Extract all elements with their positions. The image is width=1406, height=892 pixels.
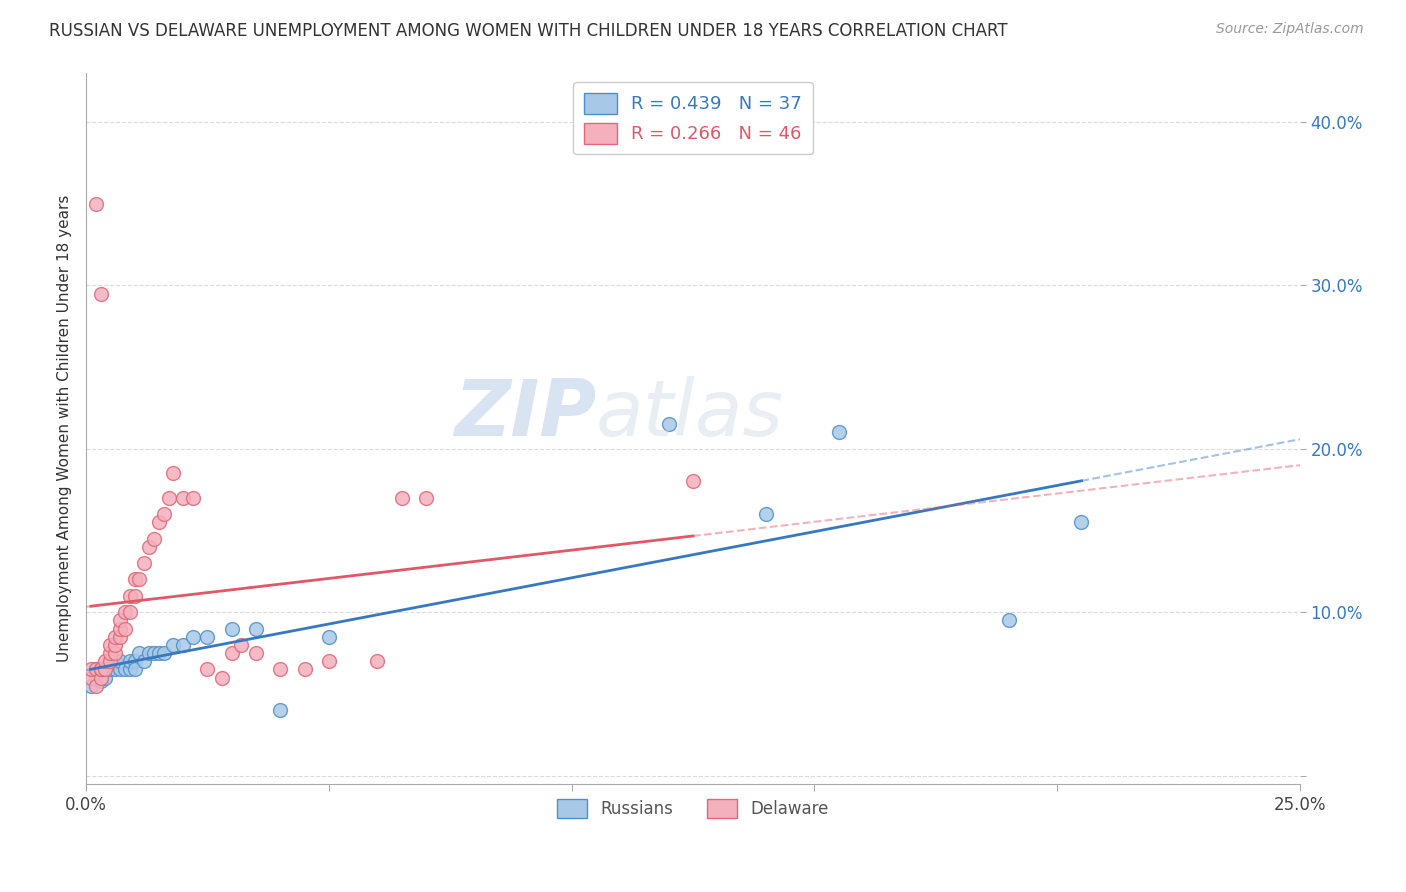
Point: [318, 630, 340, 644]
Point: [269, 662, 291, 676]
Point: [162, 638, 184, 652]
Point: [157, 491, 180, 505]
Point: [318, 654, 340, 668]
Point: [211, 671, 233, 685]
Point: [84, 671, 107, 685]
Point: [221, 622, 243, 636]
Point: [80, 671, 103, 685]
Point: [90, 662, 112, 676]
Point: [124, 662, 146, 676]
Point: [148, 516, 170, 530]
Point: [124, 573, 146, 587]
Point: [108, 613, 131, 627]
Point: [98, 654, 121, 668]
Point: [658, 417, 681, 432]
Point: [90, 673, 112, 688]
Point: [997, 613, 1019, 627]
Point: [197, 662, 219, 676]
Point: [118, 589, 141, 603]
Point: [98, 638, 121, 652]
Point: [90, 286, 112, 301]
Point: [80, 662, 103, 676]
Point: [152, 507, 174, 521]
Legend: Russians, Delaware: Russians, Delaware: [551, 793, 835, 825]
Point: [755, 507, 778, 521]
Point: [94, 671, 117, 685]
Point: [828, 425, 851, 440]
Point: [162, 467, 184, 481]
Point: [181, 491, 204, 505]
Text: atlas: atlas: [596, 376, 783, 452]
Point: [90, 671, 112, 685]
Point: [118, 654, 141, 668]
Text: ZIP: ZIP: [454, 376, 596, 452]
Point: [98, 662, 121, 676]
Point: [90, 662, 112, 676]
Point: [108, 622, 131, 636]
Point: [80, 679, 103, 693]
Point: [221, 646, 243, 660]
Point: [84, 196, 107, 211]
Point: [294, 662, 316, 676]
Text: Source: ZipAtlas.com: Source: ZipAtlas.com: [1216, 22, 1364, 37]
Point: [124, 654, 146, 668]
Point: [90, 662, 112, 676]
Point: [98, 646, 121, 660]
Point: [108, 662, 131, 676]
Y-axis label: Unemployment Among Women with Children Under 18 years: Unemployment Among Women with Children U…: [58, 194, 72, 662]
Point: [124, 589, 146, 603]
Point: [114, 662, 136, 676]
Point: [172, 491, 194, 505]
Point: [84, 679, 107, 693]
Point: [138, 646, 160, 660]
Point: [114, 622, 136, 636]
Point: [94, 654, 117, 668]
Point: [172, 638, 194, 652]
Point: [94, 662, 117, 676]
Point: [152, 646, 174, 660]
Text: RUSSIAN VS DELAWARE UNEMPLOYMENT AMONG WOMEN WITH CHILDREN UNDER 18 YEARS CORREL: RUSSIAN VS DELAWARE UNEMPLOYMENT AMONG W…: [49, 22, 1008, 40]
Point: [128, 573, 150, 587]
Point: [231, 638, 253, 652]
Point: [143, 646, 166, 660]
Point: [114, 605, 136, 619]
Point: [128, 646, 150, 660]
Point: [104, 646, 127, 660]
Point: [245, 622, 267, 636]
Point: [118, 662, 141, 676]
Point: [181, 630, 204, 644]
Point: [84, 662, 107, 676]
Point: [118, 605, 141, 619]
Point: [143, 532, 166, 546]
Point: [104, 662, 127, 676]
Point: [415, 491, 437, 505]
Point: [366, 654, 388, 668]
Point: [138, 540, 160, 554]
Point: [134, 654, 156, 668]
Point: [1070, 516, 1092, 530]
Point: [108, 630, 131, 644]
Point: [108, 654, 131, 668]
Point: [391, 491, 413, 505]
Point: [134, 556, 156, 570]
Point: [94, 662, 117, 676]
Point: [98, 654, 121, 668]
Point: [104, 638, 127, 652]
Point: [245, 646, 267, 660]
Point: [84, 662, 107, 676]
Point: [197, 630, 219, 644]
Point: [104, 654, 127, 668]
Point: [104, 630, 127, 644]
Point: [269, 703, 291, 717]
Point: [148, 646, 170, 660]
Point: [682, 475, 704, 489]
